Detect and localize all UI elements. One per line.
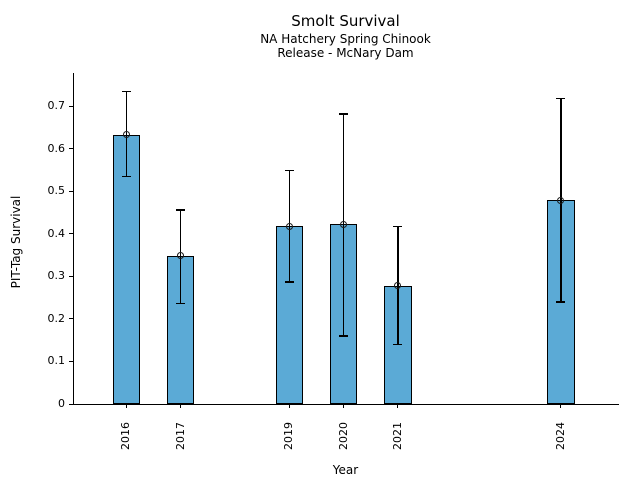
marker-2019 [285, 222, 293, 230]
y-tick-label: 0.7 [47, 99, 66, 113]
y-tick-label: 0.6 [47, 141, 66, 155]
error-cap-bottom-2019 [284, 281, 294, 283]
chart-title: Smolt Survival [291, 12, 400, 30]
error-cap-top-2019 [284, 169, 294, 172]
y-tick-label: 0.4 [47, 226, 66, 240]
y-tick-label: 0.3 [47, 269, 66, 283]
x-tick-label-2017: 2017 [173, 422, 187, 450]
x-tick-mark [180, 404, 182, 408]
y-tick-mark [69, 360, 73, 362]
y-tick-label: 0.2 [47, 311, 66, 325]
x-tick-label-2016: 2016 [119, 422, 133, 450]
error-cap-top-2024 [556, 97, 566, 99]
y-tick-label: 0.1 [47, 354, 66, 368]
error-cap-top-2017 [176, 209, 186, 211]
y-tick-mark [69, 233, 73, 235]
x-tick-label-2021: 2021 [390, 422, 404, 450]
x-tick-mark [288, 404, 290, 408]
error-cap-top-2020 [339, 113, 349, 115]
error-cap-bottom-2021 [393, 343, 403, 346]
error-cap-bottom-2016 [121, 176, 131, 178]
error-cap-top-2016 [121, 91, 131, 93]
error-cap-bottom-2024 [556, 301, 566, 303]
plot-area [73, 73, 619, 405]
marker-2017 [177, 252, 185, 260]
y-tick-mark [69, 148, 73, 150]
x-tick-mark [397, 404, 399, 408]
x-tick-mark [343, 404, 345, 408]
y-tick-label: 0.5 [47, 184, 66, 198]
x-tick-mark [560, 404, 562, 408]
marker-2024 [557, 196, 565, 204]
bar-2016 [112, 134, 140, 404]
chart-subtitle-line2: Release - McNary Dam [277, 46, 414, 60]
x-tick-label-2024: 2024 [553, 422, 567, 450]
marker-2021 [394, 282, 402, 290]
y-axis-label: PIT-Tag Survival [9, 195, 23, 289]
y-tick-mark [69, 275, 73, 277]
y-tick-mark [69, 190, 73, 192]
marker-2016 [122, 131, 130, 139]
error-cap-bottom-2017 [176, 302, 186, 304]
y-tick-mark [69, 318, 73, 320]
marker-2020 [340, 220, 348, 228]
y-tick-mark [69, 105, 73, 107]
error-cap-bottom-2020 [339, 335, 349, 337]
chart-subtitle-line1: NA Hatchery Spring Chinook [260, 32, 431, 46]
x-axis-label: Year [332, 463, 359, 477]
x-tick-mark [125, 404, 127, 408]
y-tick-mark [69, 403, 73, 405]
y-tick-label: 0 [58, 397, 65, 410]
x-tick-label-2020: 2020 [336, 422, 350, 450]
x-tick-label-2019: 2019 [282, 422, 296, 450]
error-cap-top-2021 [393, 225, 403, 227]
